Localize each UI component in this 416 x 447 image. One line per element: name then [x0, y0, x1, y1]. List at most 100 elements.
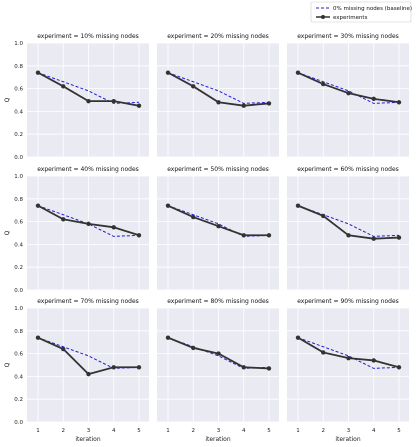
experiment-point — [371, 236, 376, 241]
experiment-point — [346, 355, 351, 361]
y-tick-label: 1.0 — [14, 174, 23, 180]
legend: 0% missing nodes (baseline) experiments — [310, 1, 412, 23]
x-tick-label: 5 — [137, 428, 141, 434]
legend-experiments-marker — [321, 15, 325, 19]
panel-5: experiment = 50% missing nodes — [157, 166, 279, 291]
experiment-point — [295, 203, 301, 208]
panel-3: experiment = 30% missing nodes — [287, 33, 409, 158]
experiment-point — [216, 351, 221, 356]
y-tick-label: 0.0 — [14, 288, 23, 294]
panel-title: experiment = 40% missing nodes — [37, 166, 139, 173]
panel-1: experiment = 10% missing nodes 0.0 0.2 0.4 0… — [4, 33, 149, 161]
panel-9: experiment = 90% missing nodes 1 2 3 4 5 itera… — [287, 298, 409, 443]
panel-title: experiment = 60% missing nodes — [297, 166, 399, 173]
x-tick-label: 1 — [166, 428, 170, 434]
baseline-series-line — [37, 205, 140, 237]
legend-experiments-label: experiments — [333, 15, 368, 21]
experiment-point — [266, 101, 272, 106]
panel-title: experiment = 90% missing nodes — [297, 298, 399, 305]
y-tick-label: 0.4 — [14, 109, 23, 115]
y-tick-label: 0.4 — [14, 374, 23, 380]
panel-title: experiment = 10% missing nodes — [37, 33, 139, 40]
x-tick-label: 4 — [372, 428, 376, 434]
experiment-point — [216, 223, 221, 229]
legend-box — [310, 1, 412, 23]
experiment-point — [295, 70, 301, 75]
experiment-point — [35, 335, 41, 340]
experiment-point — [241, 103, 246, 108]
legend-baseline-label: 0% missing nodes (baseline) — [333, 6, 412, 12]
experiment-point — [371, 96, 376, 102]
panel-title: experiment = 80% missing nodes — [167, 298, 269, 305]
experiment-point — [136, 103, 142, 108]
experiment-point — [321, 350, 326, 355]
experiment-point — [35, 70, 41, 75]
experiment-point — [346, 90, 351, 96]
y-tick-label: 0.8 — [14, 197, 23, 203]
x-tick-label: 3 — [347, 428, 351, 434]
baseline-series-line — [297, 72, 400, 104]
y-tick-label: 0.2 — [14, 132, 23, 138]
baseline-series-line — [297, 337, 400, 369]
y-tick-label: 0.2 — [14, 397, 23, 403]
experiment-point — [266, 233, 272, 238]
experiment-point — [346, 233, 351, 238]
y-axis-label: Q — [4, 362, 11, 367]
x-axis-label: iteration — [335, 436, 361, 443]
experiment-point — [165, 203, 171, 208]
panel-background — [157, 176, 279, 290]
y-tick-label: 0.6 — [14, 352, 23, 358]
x-tick-label: 2 — [192, 428, 196, 434]
panel-background — [287, 176, 409, 290]
experiment-point — [191, 345, 196, 351]
panel-2: experiment = 20% missing nodes — [157, 33, 279, 158]
experiment-point — [295, 335, 301, 340]
y-tick-label: 0.0 — [14, 420, 23, 426]
y-tick-label: 0.4 — [14, 242, 23, 248]
panel-title: experiment = 50% missing nodes — [167, 166, 269, 173]
panel-title: experiment = 70% missing nodes — [37, 298, 139, 305]
panel-7: experiment = 70% missing nodes 0.0 0.2 0.4 0… — [4, 298, 149, 443]
y-tick-label: 0.8 — [14, 329, 23, 335]
experiment-point — [111, 365, 116, 370]
panel-background — [27, 308, 149, 422]
experiment-point — [61, 84, 66, 89]
x-tick-label: 3 — [87, 428, 91, 434]
y-tick-label: 0.0 — [14, 155, 23, 161]
experiment-point — [241, 233, 246, 238]
experiment-point — [136, 365, 142, 370]
experiment-point — [396, 235, 402, 240]
y-tick-label: 0.6 — [14, 220, 23, 226]
x-tick-label: 5 — [267, 428, 271, 434]
x-axis-label: iteration — [75, 436, 101, 443]
x-tick-label: 3 — [217, 428, 221, 434]
x-tick-label: 4 — [242, 428, 246, 434]
experiment-point — [371, 358, 376, 363]
panel-8: experiment = 80% missing nodes 1 2 3 4 5 itera… — [157, 298, 279, 443]
x-tick-label: 1 — [296, 428, 300, 434]
x-tick-label: 2 — [62, 428, 66, 434]
y-tick-label: 0.6 — [14, 87, 23, 93]
experiment-point — [396, 365, 402, 370]
panel-background — [157, 43, 279, 157]
experiment-point — [191, 214, 196, 220]
panel-6: experiment = 60% missing nodes — [287, 166, 409, 291]
y-axis-label: Q — [4, 230, 11, 235]
y-axis-label: Q — [4, 97, 11, 102]
experiment-point — [165, 70, 171, 75]
experiment-point — [241, 365, 246, 370]
panel-background — [27, 176, 149, 290]
x-tick-label: 4 — [112, 428, 116, 434]
panel-background — [157, 308, 279, 422]
experiment-point — [136, 233, 142, 238]
experiment-point — [35, 203, 41, 208]
experiment-point — [216, 100, 221, 105]
y-tick-label: 1.0 — [14, 306, 23, 312]
y-tick-label: 1.0 — [14, 41, 23, 47]
x-tick-label: 2 — [322, 428, 326, 434]
experiment-point — [61, 346, 66, 352]
x-tick-label: 1 — [36, 428, 40, 434]
panel-title: experiment = 30% missing nodes — [297, 33, 399, 40]
